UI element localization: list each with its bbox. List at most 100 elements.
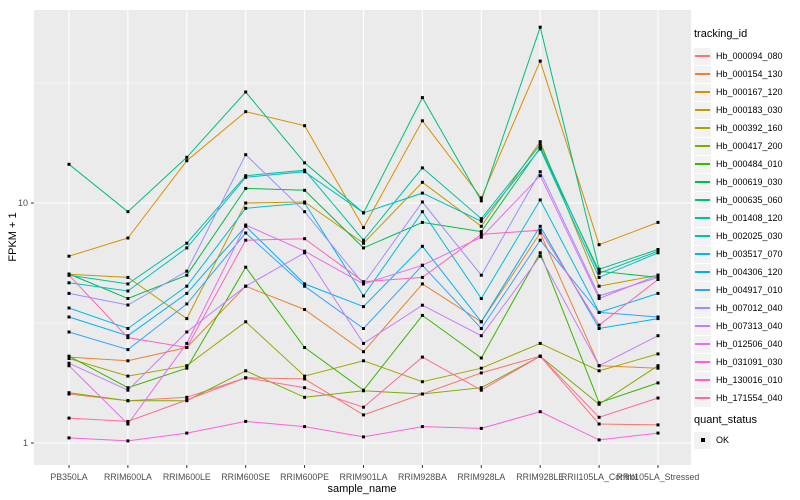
data-point [479,235,483,239]
legend-key-line-icon [695,271,710,273]
legend-entry-Hb_007012_040: Hb_007012_040 [694,299,800,317]
data-point [538,59,542,63]
data-point [479,388,483,392]
legend-key-line-icon [695,109,710,111]
point-marker-icon [700,438,705,442]
data-point [420,425,424,429]
data-point [420,210,424,214]
x-tick-label: RRIM901LA [340,472,388,482]
data-point [597,297,601,300]
data-point [67,416,71,420]
data-point [126,359,130,363]
data-point [303,284,307,288]
data-point [303,251,307,255]
data-point [67,354,71,358]
legend-key [694,101,711,119]
legend-key-line-icon [695,73,710,75]
data-point [126,348,130,352]
data-point [479,219,483,223]
data-point [597,422,601,426]
data-point [479,334,483,338]
legend-key-line-icon [695,127,710,129]
data-point [362,305,365,309]
x-tick-label: PB350LA [50,472,87,482]
data-point [656,278,660,281]
legend-label: Hb_002025_030 [716,231,783,241]
x-tick-label: RRII105LA_Stressed [617,472,700,482]
data-point [67,357,71,360]
data-point [303,161,307,165]
data-point [303,386,307,390]
data-point [656,251,660,255]
data-point [538,251,542,255]
data-point [362,350,365,354]
legend-title-tracking-id: tracking_id [694,28,748,40]
data-point [126,282,130,286]
data-point [244,110,248,114]
data-point [67,254,71,258]
data-point [362,241,365,245]
legend-key [694,83,711,101]
legend-label: Hb_000183_030 [716,105,783,115]
data-point [244,376,248,380]
data-point [303,425,307,429]
data-point [303,237,307,241]
data-point [185,159,189,163]
legend: tracking_id Hb_000094_080 Hb_000154_130 Hb… [694,28,800,449]
legend-key [694,281,711,299]
data-point [538,341,542,345]
data-point [656,381,660,385]
data-point [303,124,307,128]
data-point [656,423,660,427]
data-point [303,170,307,174]
data-point [126,210,130,214]
data-point [244,90,248,94]
legend-label: Hb_001408_120 [716,213,783,223]
data-point [597,327,601,330]
legend-key-line-icon [695,397,710,399]
data-point [185,269,189,273]
data-point [362,282,365,286]
legend-key-line-icon [695,91,710,93]
legend-key [694,299,711,317]
data-point [479,232,483,236]
data-point [126,388,130,392]
data-point [244,320,248,324]
data-point [362,280,365,284]
legend-entry-Hb_012506_040: Hb_012506_040 [694,335,800,353]
data-point [303,188,307,192]
legend-label: Hb_012506_040 [716,339,783,349]
data-point [656,291,660,295]
data-point [362,405,365,409]
data-point [479,217,483,221]
data-point [362,388,365,392]
legend-key-line-icon [695,289,710,291]
data-point [244,186,248,190]
legend-label: Hb_003517_070 [716,249,783,259]
data-point [479,386,483,390]
data-point [597,275,601,279]
legend-key [694,191,711,209]
legend-entry-Hb_002025_030: Hb_002025_030 [694,227,800,245]
data-point [597,269,601,273]
data-point [656,317,660,321]
data-point [656,352,660,356]
data-point [656,334,660,338]
data-point [656,275,660,279]
legend-label: OK [716,435,730,445]
data-point [597,323,601,327]
data-point [420,313,424,317]
data-point [67,364,71,368]
legend-entry-Hb_130016_010: Hb_130016_010 [694,371,800,389]
legend-entry-Hb_031091_030: Hb_031091_030 [694,353,800,371]
legend-key-line-icon [695,325,710,327]
data-point [420,282,424,286]
data-point [656,315,660,319]
legend-key-line-icon [695,379,710,381]
legend-key-line-icon [695,343,710,345]
data-point [479,297,483,300]
legend-key [694,245,711,263]
legend-key-line-icon [695,307,710,309]
